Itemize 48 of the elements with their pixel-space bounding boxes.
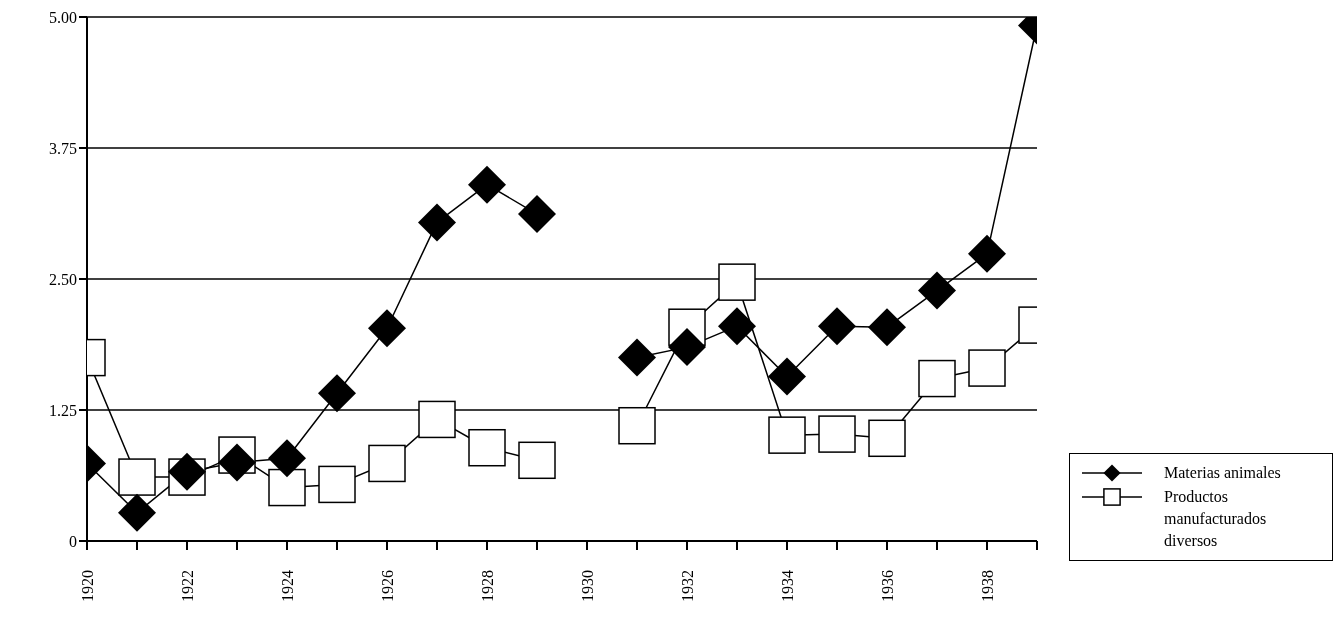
x-tick-label: 1936 xyxy=(878,570,896,602)
point xyxy=(768,357,806,396)
legend-label: Productos manufacturados diversos xyxy=(1164,487,1268,551)
point xyxy=(418,203,456,242)
point xyxy=(218,443,256,482)
point xyxy=(518,441,556,480)
x-tick-label: 1922 xyxy=(178,570,196,602)
point xyxy=(168,452,206,491)
point xyxy=(118,458,156,496)
point xyxy=(718,263,756,301)
y-tick-label: 1.25 xyxy=(49,401,77,419)
x-tick-label: 1928 xyxy=(478,570,496,602)
legend-label: Materias animales xyxy=(1164,463,1282,483)
point xyxy=(618,338,656,377)
point xyxy=(668,328,706,367)
point xyxy=(868,308,906,347)
point xyxy=(318,374,356,413)
point xyxy=(718,307,756,346)
x-tick-label: 1930 xyxy=(578,570,596,602)
point xyxy=(618,406,656,445)
point xyxy=(918,271,956,310)
point xyxy=(368,309,406,348)
point xyxy=(518,195,556,234)
point xyxy=(468,165,506,204)
x-tick-label: 1924 xyxy=(278,570,296,602)
x-tick-label: 1920 xyxy=(78,570,96,602)
point xyxy=(468,428,506,467)
point xyxy=(118,493,156,532)
x-tick-label: 1932 xyxy=(678,570,696,602)
point xyxy=(818,415,856,453)
point xyxy=(818,307,856,346)
point xyxy=(968,234,1006,273)
y-tick-label: 0 xyxy=(69,532,77,550)
point xyxy=(418,400,456,439)
point xyxy=(918,359,956,398)
y-tick-label: 2.50 xyxy=(49,270,77,288)
x-tick-label: 1938 xyxy=(978,570,996,602)
point xyxy=(268,439,306,478)
point xyxy=(768,416,806,454)
point xyxy=(868,419,906,458)
x-tick-label: 1934 xyxy=(778,570,796,602)
point xyxy=(268,468,306,507)
y-tick-label: 3.75 xyxy=(49,139,77,157)
y-tick-label: 5.00 xyxy=(49,8,77,26)
point xyxy=(968,349,1006,387)
point xyxy=(318,465,356,504)
point xyxy=(368,444,406,483)
x-tick-label: 1926 xyxy=(378,570,396,602)
